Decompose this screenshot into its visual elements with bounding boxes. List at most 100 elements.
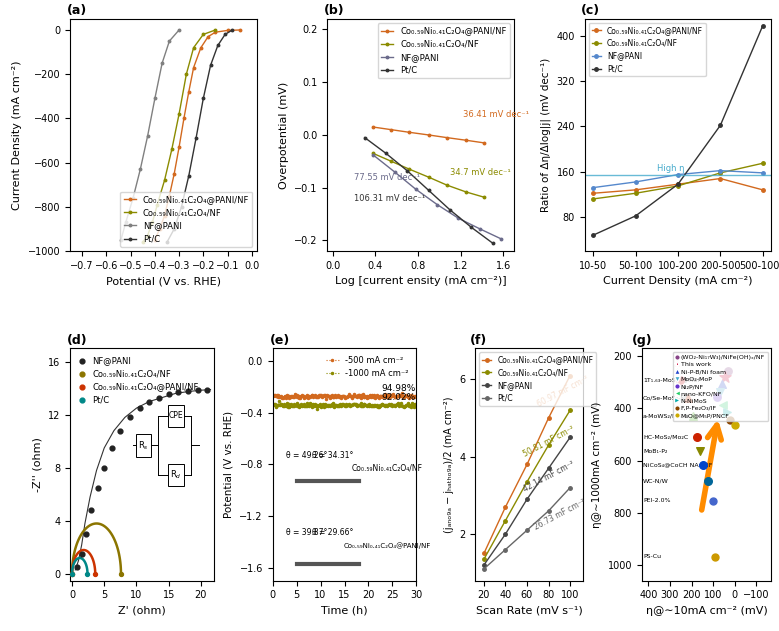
Y-axis label: Overpotential (mV): Overpotential (mV) [279, 81, 289, 189]
Co₀.₅₉Ni₀.₄₁C₂O₄/NF [368, 150, 378, 157]
-1000 mA cm⁻² [307, 403, 316, 411]
Point [729, 420, 742, 430]
NF@PANI [172, 387, 185, 398]
Line: -1000 mA cm⁻²: -1000 mA cm⁻² [272, 400, 418, 410]
NF@PANI [114, 426, 126, 436]
-1000 mA cm⁻² [273, 401, 283, 408]
Legend: Co₀.₅₉Ni₀.₄₁C₂O₄@PANI/NF, Co₀.₅₉Ni₀.₄₁C₂O₄/NF, NF@PANI, Pt/C: Co₀.₅₉Ni₀.₄₁C₂O₄@PANI/NF, Co₀.₅₉Ni₀.₄₁C₂… [589, 23, 706, 76]
Legend: (WO₂-Ni₁₇W₃)/NiFe(OH)ₓ/NF, This work, Ni-P-B/Ni foam, MoO₂-MoP, Ni₂P/NF, nano-KF: (WO₂-Ni₁₇W₃)/NiFe(OH)ₓ/NF, This work, Ni… [672, 351, 768, 422]
-1000 mA cm⁻² [312, 404, 322, 412]
Co₀.₅₉Ni₀.₄₁C₂O₄@PANI/NF [189, 64, 199, 71]
Co₀.₅₉Ni₀.₄₁C₂O₄@PANI/NF [150, 236, 160, 244]
Pt/C [192, 134, 201, 142]
Co₀.₅₉Ni₀.₄₁C₂O₄@PANI/NF [164, 192, 174, 199]
NF@PANI [85, 505, 97, 516]
Line: NF@PANI: NF@PANI [120, 29, 180, 241]
Co₀.₅₉Ni₀.₄₁C₂O₄/NF [479, 555, 488, 563]
Point [714, 387, 726, 398]
Point [708, 551, 721, 562]
NF@PANI [71, 562, 83, 572]
NF@PANI [201, 384, 213, 394]
Co₀.₅₉Ni₀.₄₁C₂O₄/NF [631, 189, 640, 197]
Co₀.₅₉Ni₀.₄₁C₂O₄/NF [160, 177, 169, 184]
Pt/C [403, 167, 412, 175]
NF@PANI [496, 235, 506, 243]
Co₀.₅₉Ni₀.₄₁C₂O₄/NF [143, 232, 152, 239]
Y-axis label: -Z'' (ohm): -Z'' (ohm) [33, 437, 43, 492]
Line: Pt/C: Pt/C [166, 29, 234, 244]
Point [115, 569, 127, 579]
Co₀.₅₉Ni₀.₄₁C₂O₄@PANI/NF [174, 143, 184, 151]
Co₀.₅₉Ni₀.₄₁C₂O₄@PANI/NF [203, 33, 213, 40]
Text: PS-Cu: PS-Cu [643, 554, 661, 559]
Line: Pt/C: Pt/C [364, 136, 494, 244]
Co₀.₅₉Ni₀.₄₁C₂O₄@PANI/NF [631, 186, 640, 194]
Text: 106.31 mV dec⁻¹: 106.31 mV dec⁻¹ [354, 194, 425, 203]
X-axis label: Scan Rate (mV s⁻¹): Scan Rate (mV s⁻¹) [476, 606, 583, 616]
Line: Co₀.₅₉Ni₀.₄₁C₂O₄@PANI/NF: Co₀.₅₉Ni₀.₄₁C₂O₄@PANI/NF [482, 374, 572, 555]
-1000 mA cm⁻² [268, 401, 277, 409]
Co₀.₅₉Ni₀.₄₁C₂O₄@PANI/NF [479, 550, 488, 557]
-500 mA cm⁻² [273, 393, 283, 401]
Text: High η: High η [657, 164, 684, 173]
Pt/C [206, 62, 215, 69]
-1000 mA cm⁻² [295, 402, 305, 410]
NF@PANI [758, 169, 767, 177]
Co₀.₅₉Ni₀.₄₁C₂O₄/NF [758, 160, 767, 167]
Co₀.₅₉Ni₀.₄₁C₂O₄/NF [386, 158, 396, 165]
Co₀.₅₉Ni₀.₄₁C₂O₄/NF [673, 182, 682, 190]
Co₀.₅₉Ni₀.₄₁C₂O₄@PANI/NF [442, 134, 452, 141]
Point [691, 432, 703, 442]
Point [81, 569, 93, 579]
NF@PANI [566, 433, 575, 441]
Co₀.₅₉Ni₀.₄₁C₂O₄/NF [461, 188, 471, 196]
Y-axis label: (jₐₙₒ₉ₐ − jₕₐₜₕₒ₉ₐ)/2 (mA cm⁻²): (jₐₙₒ₉ₐ − jₕₐₜₕₒ₉ₐ)/2 (mA cm⁻²) [444, 396, 453, 533]
NF@PANI [716, 167, 725, 174]
Point [65, 569, 78, 579]
Co₀.₅₉Ni₀.₄₁C₂O₄@PANI/NF [196, 44, 206, 52]
Pt/C [424, 187, 433, 194]
Pt/C [488, 239, 497, 247]
Pt/C [716, 122, 725, 129]
Text: HC-MoS₂/Mo₂C: HC-MoS₂/Mo₂C [643, 435, 689, 440]
Point [721, 367, 734, 377]
NF@PANI [150, 95, 160, 102]
NF@PANI [106, 443, 118, 453]
NF@PANI [164, 37, 174, 45]
Co₀.₅₉Ni₀.₄₁C₂O₄@PANI/NF [522, 461, 531, 468]
Text: NiCoS₄@CoCH NAs/NF: NiCoS₄@CoCH NAs/NF [643, 463, 713, 468]
Co₀.₅₉Ni₀.₄₁C₂O₄/NF [522, 478, 531, 486]
Legend: NF@PANI, Co₀.₅₉Ni₀.₄₁C₂O₄/NF, Co₀.₅₉Ni₀.₄₁C₂O₄@PANI/NF, Pt/C: NF@PANI, Co₀.₅₉Ni₀.₄₁C₂O₄/NF, Co₀.₅₉Ni₀.… [74, 353, 203, 408]
Co₀.₅₉Ni₀.₄₁C₂O₄@PANI/NF [566, 372, 575, 379]
Text: θ = 34.31°: θ = 34.31° [312, 451, 353, 460]
NF@PANI [121, 218, 130, 226]
Co₀.₅₉Ni₀.₄₁C₂O₄@PANI/NF [673, 180, 682, 188]
Text: (f): (f) [470, 334, 487, 347]
Point [710, 392, 723, 402]
Co₀.₅₉Ni₀.₄₁C₂O₄/NF [174, 110, 184, 118]
Pt/C [501, 546, 510, 553]
NF@PANI [411, 186, 421, 193]
Text: 36.41 mV dec⁻¹: 36.41 mV dec⁻¹ [463, 110, 529, 119]
Text: 77.55 mV dec⁻¹: 77.55 mV dec⁻¹ [354, 174, 420, 182]
Line: NF@PANI: NF@PANI [372, 154, 502, 240]
Co₀.₅₉Ni₀.₄₁C₂O₄@PANI/NF [589, 189, 598, 197]
Co₀.₅₉Ni₀.₄₁C₂O₄@PANI/NF [155, 225, 164, 233]
Co₀.₅₉Ni₀.₄₁C₂O₄/NF [589, 195, 598, 203]
Co₀.₅₉Ni₀.₄₁C₂O₄/NF [405, 165, 414, 173]
Co₀.₅₉Ni₀.₄₁C₂O₄@PANI/NF [211, 28, 220, 36]
Pt/C [446, 206, 455, 214]
Line: Co₀.₅₉Ni₀.₄₁C₂O₄/NF: Co₀.₅₉Ni₀.₄₁C₂O₄/NF [482, 409, 572, 561]
Point [719, 372, 731, 382]
Point [717, 399, 729, 410]
Point [682, 393, 694, 403]
Pt/C [522, 526, 531, 534]
Line: Pt/C: Pt/C [482, 486, 572, 570]
Text: (d): (d) [67, 334, 88, 347]
NF@PANI [162, 389, 174, 399]
-500 mA cm⁻² [277, 392, 286, 399]
NF@PANI [673, 171, 682, 179]
Co₀.₅₉Ni₀.₄₁C₂O₄/NF [479, 194, 488, 201]
Legend: Co₀.₅₉Ni₀.₄₁C₂O₄@PANI/NF, Co₀.₅₉Ni₀.₄₁C₂O₄/NF, NF@PANI, Pt/C: Co₀.₅₉Ni₀.₄₁C₂O₄@PANI/NF, Co₀.₅₉Ni₀.₄₁C₂… [120, 192, 252, 247]
NF@PANI [631, 178, 640, 186]
